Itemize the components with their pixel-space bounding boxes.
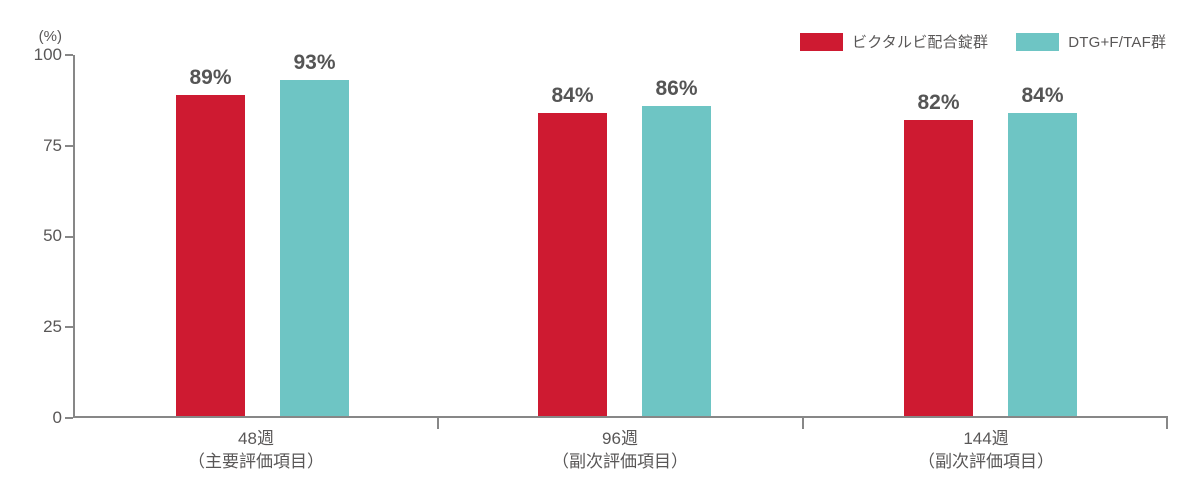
bar-biktarvy-48w: 89% (176, 66, 245, 416)
y-tick-mark (65, 326, 73, 328)
bar-value-label: 82% (917, 90, 960, 114)
bar-value-label: 84% (1021, 83, 1064, 107)
bar-dtg-48w: 93% (280, 51, 349, 416)
bar-value-label: 89% (189, 65, 232, 89)
x-category-144w: 144週 （副次評価項目） (836, 427, 1136, 473)
legend-item-dtg: DTG+F/TAF群 (1016, 31, 1166, 52)
bar-dtg-96w: 86% (642, 77, 711, 416)
legend-swatch-biktarvy (800, 32, 843, 51)
bar-value-label: 86% (655, 76, 698, 100)
plot-area: 89% 93% 84% 86% 82% 84% (73, 51, 1168, 418)
y-axis-unit-label: (%) (38, 28, 62, 45)
x-category-label: 144週 (963, 429, 1009, 448)
y-tick-mark (65, 145, 73, 147)
legend-swatch-dtg (1016, 32, 1060, 51)
y-tick-label-75: 75 (43, 136, 62, 155)
y-tick-mark (65, 417, 73, 419)
x-category-sublabel: （副次評価項目） (918, 452, 1054, 471)
y-tick-mark (65, 236, 73, 238)
bar-biktarvy-96w: 84% (538, 84, 607, 416)
y-tick-mark (65, 54, 73, 56)
legend-label-dtg: DTG+F/TAF群 (1068, 34, 1167, 51)
y-tick-label-0: 0 (52, 408, 62, 427)
x-category-96w: 96週 （副次評価項目） (470, 427, 770, 473)
y-tick-label-100: 100 (33, 45, 62, 64)
x-tick-mark (437, 418, 439, 429)
legend-label-biktarvy: ビクタルビ配合錠群 (852, 34, 989, 51)
bar-value-label: 93% (293, 51, 336, 75)
x-category-48w: 48週 （主要評価項目） (106, 427, 406, 473)
bar-value-label: 84% (551, 83, 594, 107)
bar-dtg-144w: 84% (1008, 84, 1077, 416)
x-category-label: 48週 (238, 429, 274, 448)
x-tick-mark (1166, 418, 1168, 429)
bar-biktarvy-144w: 82% (904, 91, 973, 416)
x-category-sublabel: （主要評価項目） (188, 452, 324, 471)
x-tick-mark (802, 418, 804, 429)
legend-item-biktarvy: ビクタルビ配合錠群 (800, 31, 988, 52)
x-category-sublabel: （副次評価項目） (552, 452, 688, 471)
y-tick-label-25: 25 (43, 317, 62, 336)
x-category-label: 96週 (602, 429, 638, 448)
y-tick-label-50: 50 (43, 226, 62, 245)
legend: ビクタルビ配合錠群 DTG+F/TAF群 (800, 31, 1166, 52)
